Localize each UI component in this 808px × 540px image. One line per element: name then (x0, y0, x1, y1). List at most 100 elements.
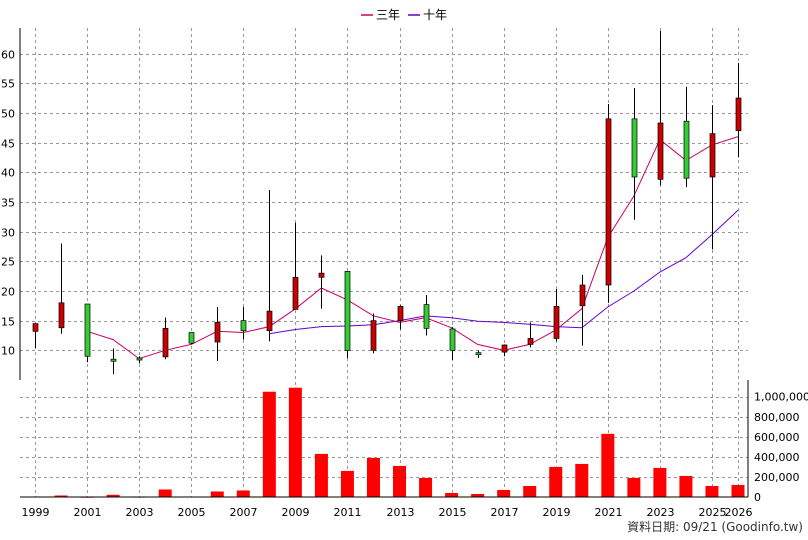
x-tick-label: 2019 (543, 506, 571, 519)
volume-tick-label: 600,000 (754, 431, 800, 444)
x-tick-label: 2001 (74, 506, 102, 519)
candle-body (136, 357, 143, 361)
x-tick-label: 2011 (334, 506, 362, 519)
candle-body (292, 276, 299, 310)
price-tick-label: 25 (1, 256, 15, 269)
volume-tick-label: 200,000 (754, 471, 800, 484)
footer-source: 資料日期: 09/21 (Goodinfo.tw) (627, 520, 803, 534)
x-tick-label: 2003 (126, 506, 154, 519)
volume-bar (601, 433, 615, 497)
price-tick-label: 10 (1, 345, 15, 358)
candle-body (657, 122, 664, 180)
volume-bar (549, 466, 563, 497)
x-tick-label: 2017 (491, 506, 519, 519)
moving-average-lines (86, 136, 739, 360)
price-tick-label: 55 (1, 78, 15, 91)
volume-bar (340, 470, 354, 497)
axis-frame (19, 28, 749, 498)
volume-bar (366, 457, 380, 497)
candle-body (449, 328, 456, 351)
volume-bar (653, 467, 667, 497)
volume-gridlines (20, 397, 748, 478)
volume-bar (106, 494, 120, 497)
x-tick-label: 2005 (178, 506, 206, 519)
ma3-line (86, 136, 739, 360)
candle-body (579, 284, 586, 307)
x-tick-label: 1999 (22, 506, 50, 519)
price-tick-label: 40 (1, 167, 15, 180)
candle-body (709, 133, 716, 178)
candle-body (423, 304, 430, 329)
x-tick-label: 2025 (699, 506, 727, 519)
volume-bar (158, 489, 172, 497)
volume-tick-labels: 0 200,000 400,000 600,000 800,000 1,000,000 (754, 391, 808, 504)
candle-body (475, 352, 482, 356)
x-tick-label: 2026 (725, 506, 753, 519)
candle-body (32, 323, 39, 332)
x-tick-label: 2007 (230, 506, 258, 519)
x-gridlines (35, 28, 739, 497)
volume-tick-label: 400,000 (754, 451, 800, 464)
candle-body (397, 306, 404, 321)
price-tick-label: 50 (1, 108, 15, 121)
volume-bar (393, 465, 407, 497)
volume-bar (288, 387, 302, 497)
candle-body (501, 344, 508, 353)
candle-body (605, 118, 612, 286)
price-tick-label: 35 (1, 197, 15, 210)
volume-bar (54, 495, 68, 497)
candle-body (84, 303, 91, 357)
volume-bar (419, 477, 433, 497)
candle-body (162, 328, 169, 358)
price-tick-label: 30 (1, 227, 15, 240)
volume-bar (236, 490, 250, 497)
legend-ma10-label: 十年 (423, 8, 447, 22)
candle-body (344, 271, 351, 351)
volume-tick-label: 1,000,000 (754, 391, 808, 404)
volume-tick-label: 800,000 (754, 411, 800, 424)
volume-bar (705, 485, 719, 497)
candlesticks (32, 30, 742, 375)
volume-bar (445, 492, 459, 497)
volume-bar (731, 484, 745, 497)
price-tick-label: 60 (1, 49, 15, 62)
x-tick-labels: 1999 2001 2003 2005 2007 2009 2011 2013 2015 2017… (22, 506, 753, 519)
legend: 三年 十年 (361, 8, 447, 22)
price-tick-label: 45 (1, 138, 15, 151)
x-tick-label: 2013 (387, 506, 415, 519)
candle-body (214, 322, 221, 343)
candle-body (318, 272, 325, 278)
candle-body (266, 310, 273, 332)
candle-body (188, 332, 195, 344)
volume-bar (471, 493, 485, 497)
volume-bar (523, 485, 537, 497)
price-tick-label: 20 (1, 286, 15, 299)
legend-ma3-label: 三年 (376, 8, 400, 22)
candle-body (527, 338, 534, 345)
candle-body (58, 302, 65, 329)
volume-bar (627, 477, 641, 497)
candle-body (553, 306, 560, 339)
volume-tick-label: 0 (754, 491, 761, 504)
x-tick-label: 2015 (439, 506, 467, 519)
price-tick-labels: 10 15 20 25 30 35 40 45 50 55 60 (1, 49, 15, 358)
volume-bar (262, 391, 276, 497)
volume-bar (497, 489, 511, 497)
candle-body (110, 358, 117, 362)
price-tick-label: 15 (1, 316, 15, 329)
candle-body (735, 97, 742, 132)
candle-body (683, 120, 690, 179)
x-tick-label: 2021 (595, 506, 623, 519)
volume-bar (314, 453, 328, 497)
volume-bar (575, 463, 589, 497)
volume-bars (28, 387, 745, 498)
price-gridlines (20, 54, 748, 351)
candle-body (631, 118, 638, 178)
volume-bar (210, 491, 224, 497)
x-tick-label: 2023 (647, 506, 675, 519)
candle-body (240, 320, 247, 332)
x-tick-label: 2009 (282, 506, 310, 519)
candle-body (370, 320, 377, 351)
ma10-line (269, 209, 739, 335)
